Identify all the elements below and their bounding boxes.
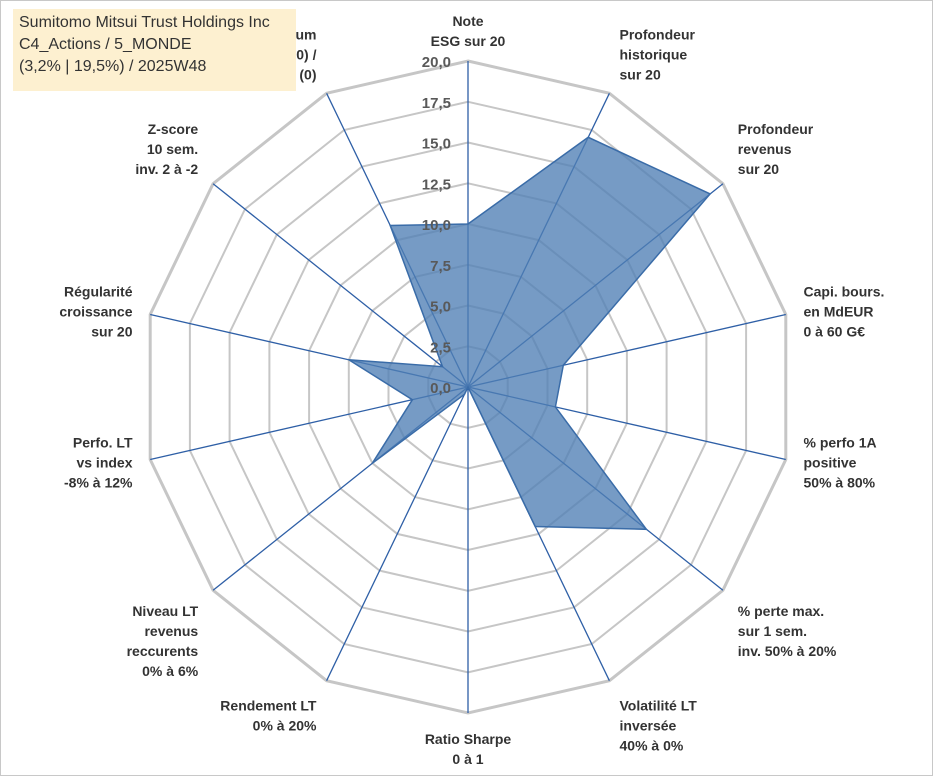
axis-label-line: historique [620, 47, 688, 63]
axis-label: Profondeur revenus sur 20 [738, 121, 814, 177]
axis-label-line: vs index [76, 455, 132, 471]
axis-label-line: revenus [144, 623, 198, 639]
axis-label: Volatilité LT inversée 40% à 0% [620, 697, 698, 753]
tick-label: 12,5 [422, 176, 451, 193]
axis-label-line: Niveau LT [132, 603, 198, 619]
axis-label-line: 40% à 0% [620, 737, 684, 753]
axis-label-line: 10 sem. [147, 141, 198, 157]
axis-label: Note ESG sur 20 [431, 13, 506, 49]
axis-label-line: revenus [738, 141, 792, 157]
axis-label-line: Ratio Sharpe [425, 731, 512, 747]
axis-label-line: reccurents [127, 643, 199, 659]
tick-label: 15,0 [422, 136, 451, 153]
tick-label: 7,5 [430, 258, 451, 275]
axis-label: % perte max. sur 1 sem. inv. 50% à 20% [738, 603, 837, 659]
axis-label-line: Régularité [64, 283, 133, 299]
axis-label-line: 0% à 6% [142, 663, 199, 679]
axis-label-line: Profondeur [738, 121, 814, 137]
tick-label: 2,5 [430, 339, 451, 356]
series-area [348, 136, 712, 531]
axis-label-line: inv. 50% à 20% [738, 643, 837, 659]
axis-label: Profondeur historique sur 20 [620, 27, 696, 83]
axis-label: Ratio Sharpe 0 à 1 [425, 731, 512, 767]
title-box: Sumitomo Mitsui Trust Holdings Inc C4_Ac… [13, 9, 296, 91]
axis-label: Perfo. LT vs index -8% à 12% [64, 435, 133, 491]
axis-label-line: Rendement LT [220, 697, 317, 713]
axis-label-line: Note [452, 13, 483, 29]
axis-label: Régularité croissance sur 20 [59, 283, 132, 339]
axis-label-line: positive [804, 455, 857, 471]
axis-label: Z-score 10 sem. inv. 2 à -2 [135, 121, 198, 177]
axis-spoke [326, 386, 469, 681]
axis-label: Niveau LT revenus reccurents 0% à 6% [127, 603, 199, 679]
axis-label-line: 50% à 80% [804, 475, 876, 491]
axis-label-line: inv. 2 à -2 [135, 161, 198, 177]
tick-label: 0,0 [430, 380, 451, 397]
axis-label-line: sur 20 [620, 67, 661, 83]
axis-label-line: 0 à 60 G€ [804, 323, 866, 339]
tick-label: 17,5 [422, 95, 451, 112]
axis-label-line: 0 à 1 [452, 751, 483, 767]
axis-label-line: sur 20 [738, 161, 779, 177]
axis-label-line: sur 20 [91, 323, 132, 339]
axis-label: Capi. bours. en MdEUR 0 à 60 G€ [804, 283, 885, 339]
tick-label: 20,0 [422, 54, 451, 71]
axis-label-line: % perfo 1A [804, 435, 877, 451]
axis-label-line: ESG sur 20 [431, 33, 506, 49]
title-line-category: C4_Actions / 5_MONDE [19, 36, 192, 53]
tick-label: 10,0 [422, 217, 451, 234]
axis-label-line: Z-score [148, 121, 199, 137]
tick-label: 5,0 [430, 299, 451, 316]
title-line-company: Sumitomo Mitsui Trust Holdings Inc [19, 14, 270, 31]
axis-label: Rendement LT 0% à 20% [220, 697, 317, 733]
axis-label-layer: Note ESG sur 20 Profondeur historique sur 20… [59, 13, 884, 767]
title-line-weights: (3,2% | 19,5%) / 2025W48 [19, 58, 207, 75]
axis-label: % perfo 1A positive 50% à 80% [804, 435, 877, 491]
axis-label-line: 0% à 20% [253, 717, 317, 733]
axis-label-line: inversée [620, 717, 677, 733]
tick-label-layer: 0,0 2,5 5,0 7,5 10,0 12,5 15,0 17,5 20,0 [422, 54, 451, 397]
axis-label-line: % perte max. [738, 603, 824, 619]
axis-label-line: Volatilité LT [620, 697, 698, 713]
axis-label-line: -8% à 12% [64, 475, 133, 491]
axis-label-line: sur 1 sem. [738, 623, 807, 639]
series-layer [348, 136, 712, 531]
axis-label-line: croissance [59, 303, 132, 319]
axis-label-line: Capi. bours. [804, 283, 885, 299]
axis-label-line: en MdEUR [804, 303, 874, 319]
axis-spoke [212, 183, 469, 388]
axis-label-line: Profondeur [620, 27, 696, 43]
axis-label-line: Perfo. LT [73, 435, 133, 451]
